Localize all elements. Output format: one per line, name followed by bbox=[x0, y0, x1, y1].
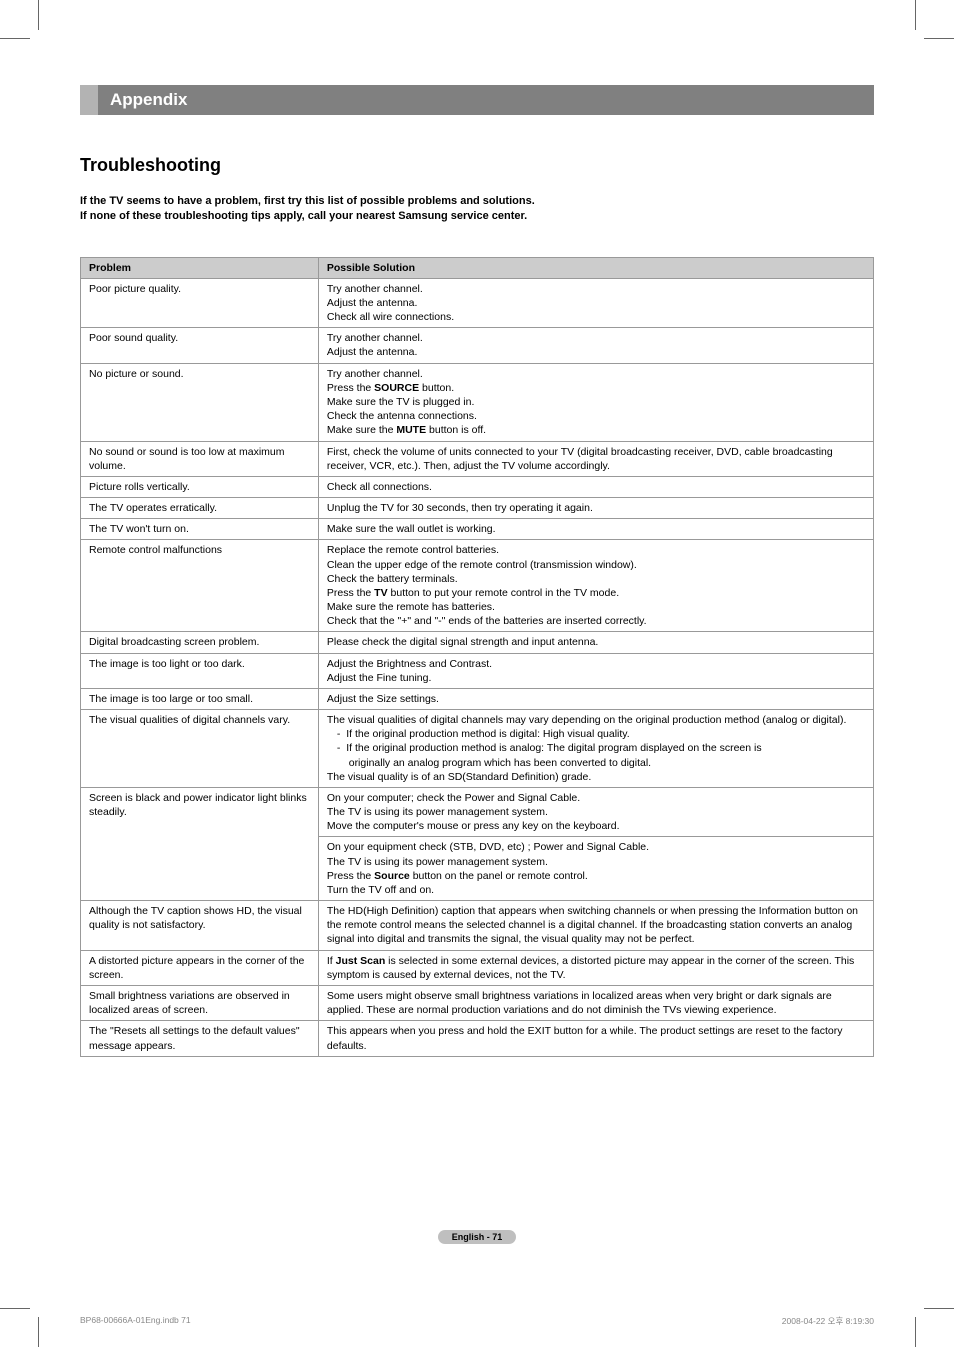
problem-cell: Remote control malfunctions bbox=[81, 540, 319, 632]
solution-cell: Some users might observe small brightnes… bbox=[318, 986, 873, 1021]
problem-cell: Poor sound quality. bbox=[81, 328, 319, 363]
page-footer: English - 71 bbox=[80, 1227, 874, 1245]
table-row: The TV operates erratically.Unplug the T… bbox=[81, 498, 874, 519]
solution-cell: Unplug the TV for 30 seconds, then try o… bbox=[318, 498, 873, 519]
table-row: The visual qualities of digital channels… bbox=[81, 710, 874, 788]
problem-cell: No sound or sound is too low at maximum … bbox=[81, 441, 319, 476]
solution-cell: Replace the remote control batteries.Cle… bbox=[318, 540, 873, 632]
intro-line-2: If none of these troubleshooting tips ap… bbox=[80, 210, 527, 222]
problem-cell: The visual qualities of digital channels… bbox=[81, 710, 319, 788]
solution-cell: Adjust the Size settings. bbox=[318, 688, 873, 709]
footer-meta-right: 2008-04-22 오후 8:19:30 bbox=[782, 1315, 874, 1327]
solution-cell: On your computer; check the Power and Si… bbox=[318, 787, 873, 837]
problem-cell: Digital broadcasting screen problem. bbox=[81, 632, 319, 653]
solution-cell: Adjust the Brightness and Contrast.Adjus… bbox=[318, 653, 873, 688]
table-header-row: Problem Possible Solution bbox=[81, 257, 874, 278]
solution-cell: On your equipment check (STB, DVD, etc) … bbox=[318, 837, 873, 901]
solution-cell: The visual qualities of digital channels… bbox=[318, 710, 873, 788]
problem-cell: Poor picture quality. bbox=[81, 278, 319, 328]
table-row: Small brightness variations are observed… bbox=[81, 986, 874, 1021]
solution-cell: First, check the volume of units connect… bbox=[318, 441, 873, 476]
header-problem: Problem bbox=[81, 257, 319, 278]
page-number-badge: English - 71 bbox=[438, 1230, 517, 1244]
solution-cell: Please check the digital signal strength… bbox=[318, 632, 873, 653]
problem-cell: The image is too large or too small. bbox=[81, 688, 319, 709]
table-row: Poor sound quality.Try another channel.A… bbox=[81, 328, 874, 363]
footer-meta-left: BP68-00666A-01Eng.indb 71 bbox=[80, 1315, 191, 1327]
intro-text: If the TV seems to have a problem, first… bbox=[80, 194, 874, 225]
solution-cell: Try another channel.Press the SOURCE but… bbox=[318, 363, 873, 441]
solution-cell: Make sure the wall outlet is working. bbox=[318, 519, 873, 540]
table-row: Remote control malfunctionsReplace the r… bbox=[81, 540, 874, 632]
footer-meta: BP68-00666A-01Eng.indb 71 2008-04-22 오후 … bbox=[0, 1315, 954, 1327]
header-solution: Possible Solution bbox=[318, 257, 873, 278]
solution-cell: If Just Scan is selected in some externa… bbox=[318, 950, 873, 985]
solution-cell: Try another channel.Adjust the antenna.C… bbox=[318, 278, 873, 328]
problem-cell: The image is too light or too dark. bbox=[81, 653, 319, 688]
page-content: Appendix Troubleshooting If the TV seems… bbox=[0, 20, 954, 1295]
solution-cell: Check all connections. bbox=[318, 476, 873, 497]
table-row: Screen is black and power indicator ligh… bbox=[81, 787, 874, 837]
solution-cell: The HD(High Definition) caption that app… bbox=[318, 901, 873, 951]
problem-cell: The TV won't turn on. bbox=[81, 519, 319, 540]
section-title: Troubleshooting bbox=[80, 155, 874, 176]
table-row: The image is too light or too dark.Adjus… bbox=[81, 653, 874, 688]
problem-cell: The TV operates erratically. bbox=[81, 498, 319, 519]
problem-cell: Screen is black and power indicator ligh… bbox=[81, 787, 319, 900]
solution-cell: This appears when you press and hold the… bbox=[318, 1021, 873, 1056]
problem-cell: Small brightness variations are observed… bbox=[81, 986, 319, 1021]
table-row: The "Resets all settings to the default … bbox=[81, 1021, 874, 1056]
problem-cell: Picture rolls vertically. bbox=[81, 476, 319, 497]
table-row: No sound or sound is too low at maximum … bbox=[81, 441, 874, 476]
problem-cell: A distorted picture appears in the corne… bbox=[81, 950, 319, 985]
problem-cell: Although the TV caption shows HD, the vi… bbox=[81, 901, 319, 951]
intro-line-1: If the TV seems to have a problem, first… bbox=[80, 195, 535, 207]
table-row: No picture or sound.Try another channel.… bbox=[81, 363, 874, 441]
troubleshooting-table: Problem Possible Solution Poor picture q… bbox=[80, 257, 874, 1057]
table-row: Poor picture quality.Try another channel… bbox=[81, 278, 874, 328]
appendix-header: Appendix bbox=[80, 85, 874, 115]
table-row: The TV won't turn on.Make sure the wall … bbox=[81, 519, 874, 540]
problem-cell: The "Resets all settings to the default … bbox=[81, 1021, 319, 1056]
solution-cell: Try another channel.Adjust the antenna. bbox=[318, 328, 873, 363]
table-row: A distorted picture appears in the corne… bbox=[81, 950, 874, 985]
table-row: Picture rolls vertically.Check all conne… bbox=[81, 476, 874, 497]
problem-cell: No picture or sound. bbox=[81, 363, 319, 441]
table-row: Although the TV caption shows HD, the vi… bbox=[81, 901, 874, 951]
table-row: The image is too large or too small.Adju… bbox=[81, 688, 874, 709]
table-row: Digital broadcasting screen problem.Plea… bbox=[81, 632, 874, 653]
